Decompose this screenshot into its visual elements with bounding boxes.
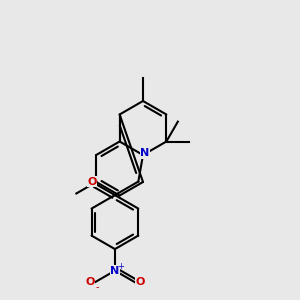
Text: O: O (85, 277, 95, 287)
Text: O: O (135, 277, 145, 287)
Text: -: - (95, 282, 99, 292)
Text: +: + (118, 262, 124, 271)
Text: O: O (87, 177, 97, 187)
Text: N: N (140, 148, 150, 158)
Text: N: N (110, 266, 120, 276)
